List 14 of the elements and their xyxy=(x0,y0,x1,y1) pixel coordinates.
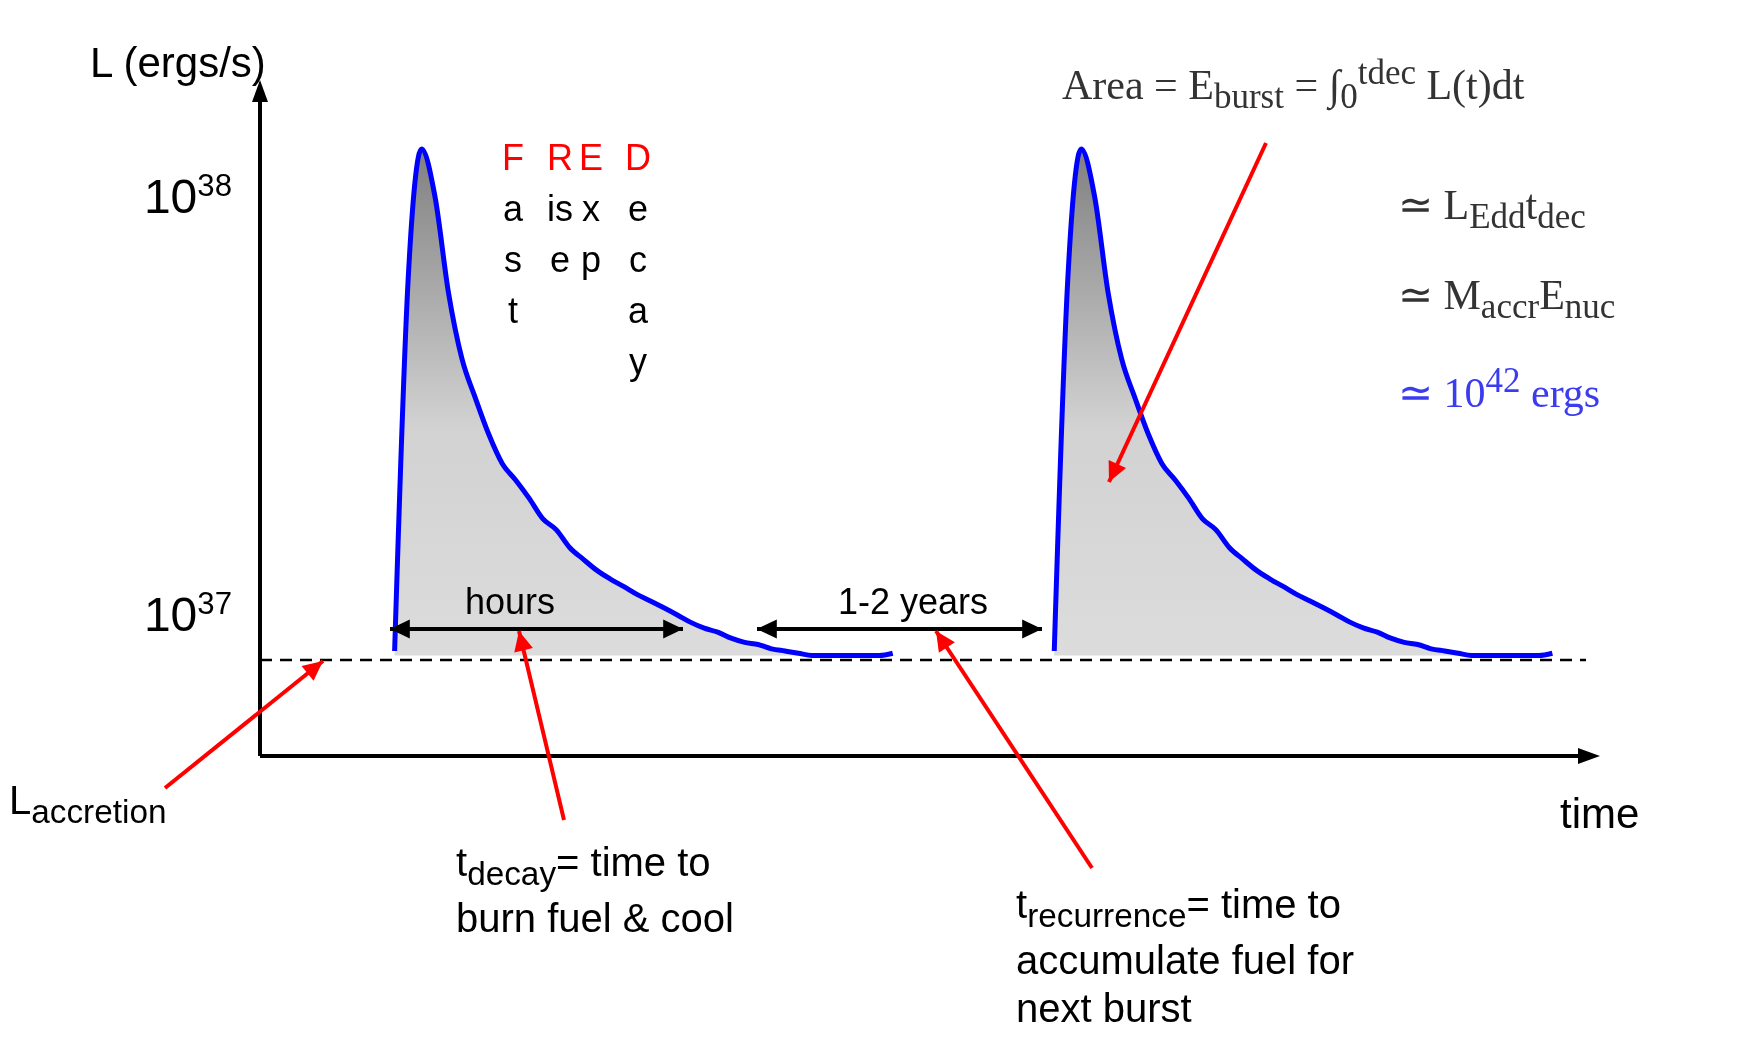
text: Fast Rise Exp Decay xyxy=(502,137,651,382)
annotation: ≃ M$_{accr}$E$_{nuc}$ xyxy=(1398,271,1616,329)
text: t$_{recurrence}$= time to accumulate fuel for next burst xyxy=(1016,881,1355,1032)
annotation: Area = E$_{burst}$ = ∫$_{0}$$^{tdec}$ L(t)dt xyxy=(1062,52,1525,119)
text: t$_{decay}$= time to burn fuel & cool xyxy=(456,839,735,942)
annotation: 1-2 years xyxy=(837,580,989,624)
y-tick-label: 10$^{37}$ xyxy=(143,585,232,641)
annotation: ≃ L$_{Edd}$t$_{dec}$ xyxy=(1398,181,1586,239)
y-tick-label: 10$^{38}$ xyxy=(143,167,232,223)
annotation: ≃ 10$^{42}$ ergs xyxy=(1398,360,1601,418)
y-axis-title: L (ergs/s) xyxy=(90,39,266,87)
x-axis-title: time xyxy=(1560,790,1640,838)
ref-line-label: L$_{accretion}$ xyxy=(9,778,167,831)
annotation: hours xyxy=(464,580,556,624)
